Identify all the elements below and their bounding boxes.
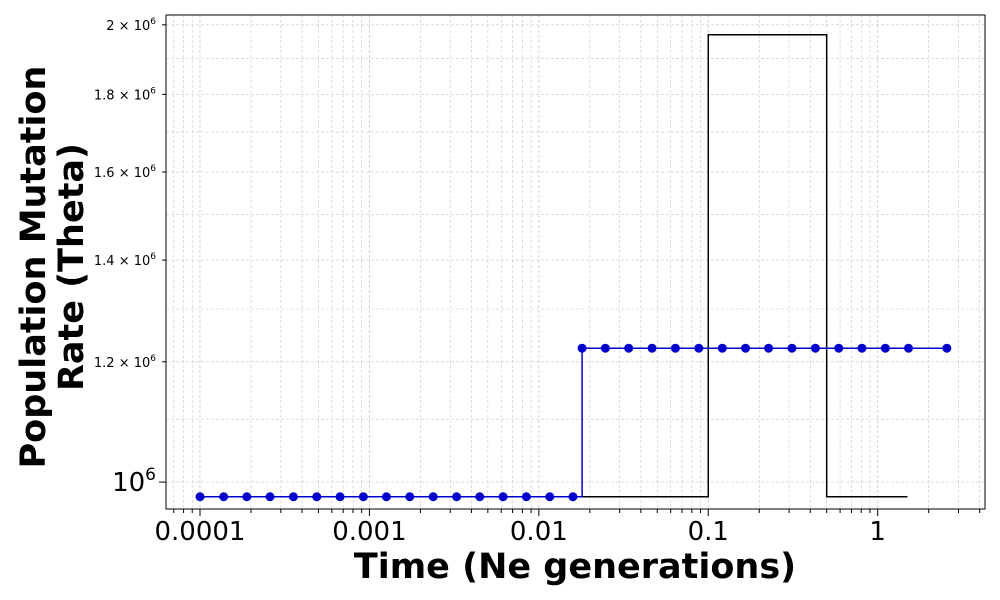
series-marker-blue (312, 492, 322, 502)
series-marker-blue (521, 492, 531, 502)
x-tick-label: 1 (869, 517, 886, 547)
series-line-black (200, 34, 908, 498)
series-marker-blue (577, 343, 587, 353)
x-axis-label: Time (Ne generations) (354, 547, 796, 587)
x-tick-label: 0.01 (510, 517, 568, 547)
series-layer (195, 34, 952, 502)
series-marker-blue (694, 343, 704, 353)
series-marker-blue (219, 492, 229, 502)
series-marker-blue (452, 492, 462, 502)
y-axis-label: Population Mutation Rate (Theta) (14, 66, 92, 469)
y-tick-label: 1.2 × 106 (94, 354, 156, 371)
series-marker-blue (764, 343, 774, 353)
x-axis: 0.0001 0.001 0.01 0.1 1 (155, 509, 981, 547)
y-tick-label: 1.4 × 106 (94, 252, 156, 269)
series-marker-blue (624, 343, 634, 353)
x-tick-label: 0.001 (332, 517, 406, 547)
series-marker-blue (381, 492, 391, 502)
series-marker-blue (288, 492, 298, 502)
series-marker-blue (857, 343, 867, 353)
series-marker-blue (265, 492, 275, 502)
y-tick-label: 1.6 × 106 (94, 164, 156, 181)
series-marker-blue (475, 492, 485, 502)
series-marker-blue (741, 343, 751, 353)
series-marker-blue (242, 492, 252, 502)
x-tick-label: 0.0001 (155, 517, 246, 547)
series-marker-blue (358, 492, 368, 502)
y-tick-label: 2 × 106 (106, 17, 156, 34)
series-marker-blue (942, 343, 952, 353)
series-marker-blue (810, 343, 820, 353)
series-marker-blue (568, 492, 578, 502)
y-axis-label-line2: Rate (Theta) (52, 143, 92, 391)
series-marker-blue (834, 343, 844, 353)
series-marker-blue (717, 343, 727, 353)
series-marker-blue (498, 492, 508, 502)
series-marker-blue (670, 343, 680, 353)
series-marker-blue (195, 492, 205, 502)
series-marker-blue (880, 343, 890, 353)
series-marker-blue (647, 343, 657, 353)
y-tick-label: 1.8 × 106 (94, 86, 156, 103)
series-marker-blue (787, 343, 797, 353)
series-marker-blue (545, 492, 555, 502)
series-line-blue (199, 347, 947, 498)
y-axis-label-line1: Population Mutation (14, 66, 54, 469)
x-tick-label: 0.1 (688, 517, 729, 547)
plot-frame (165, 14, 986, 510)
series-marker-blue (405, 492, 415, 502)
series-marker-blue (335, 492, 345, 502)
series-marker-blue (428, 492, 438, 502)
series-marker-blue (600, 343, 610, 353)
series-marker-blue (903, 343, 913, 353)
